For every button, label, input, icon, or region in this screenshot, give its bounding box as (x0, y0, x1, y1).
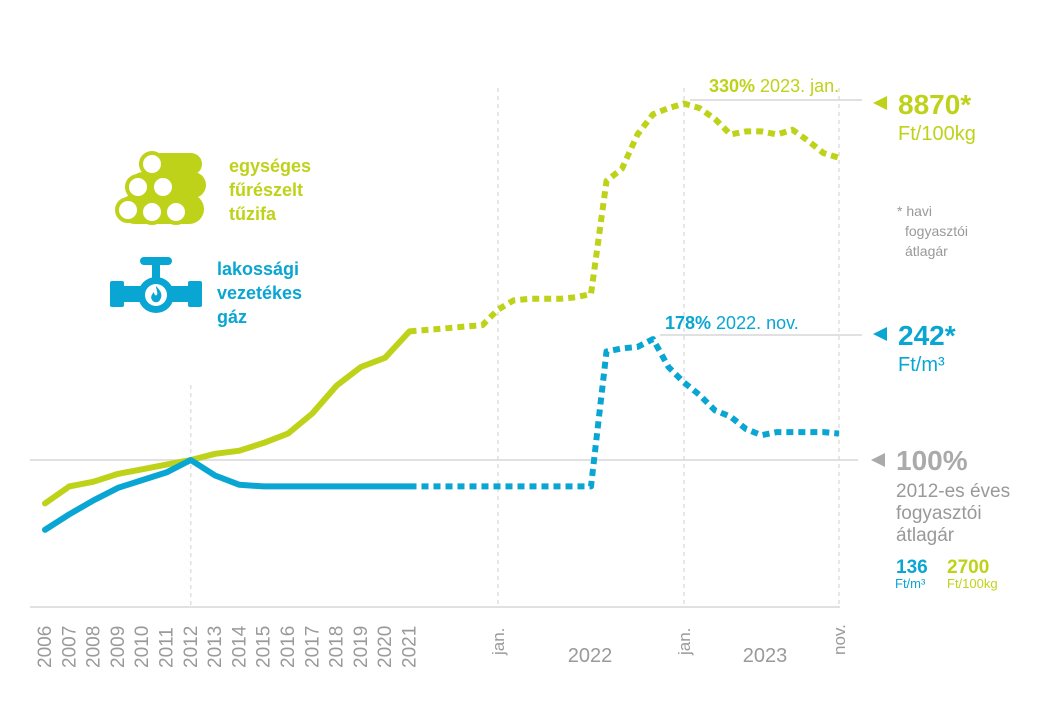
gas-latest-value: 242* (898, 320, 956, 351)
x-tick-month-1: jan. (675, 628, 694, 656)
x-tick-2019: 2019 (351, 626, 372, 668)
legend-gas-line-1: lakossági (217, 259, 299, 279)
x-tick-2009: 2009 (108, 626, 129, 668)
gas-latest-unit: Ft/m³ (898, 354, 945, 376)
wood-latest-value: 8870* (898, 89, 971, 120)
baseline-gas-price: 136 (896, 557, 928, 578)
wood-latest-unit: Ft/100kg (898, 123, 976, 145)
footnote-line-2: fogyasztói (905, 223, 968, 239)
x-period-2023: 2023 (743, 645, 788, 667)
gas-peak-date: 2022. nov. (716, 313, 799, 333)
x-tick-month-0: jan. (489, 628, 508, 656)
gas-peak-pct: 178% (665, 313, 711, 333)
baseline-gas-unit: Ft/m³ (895, 576, 926, 591)
baseline-value: 100% (896, 445, 968, 476)
x-tick-2010: 2010 (132, 626, 153, 668)
x-tick-2015: 2015 (254, 626, 275, 668)
series-layer (42, 100, 840, 533)
wood-monthly-line (409, 100, 840, 335)
x-tick-2013: 2013 (205, 626, 226, 668)
wood-peak-date: 2023. jan. (760, 76, 839, 96)
x-axis-labels: 2006 2007 2008 2009 2010 2011 2012 2013 2014 2015… (35, 624, 849, 668)
x-period-2022: 2022 (568, 645, 613, 667)
wood-annual-line (42, 328, 413, 507)
baseline-caption-line-1: 2012-es éves (896, 481, 1010, 502)
gas-annual-line (42, 457, 413, 533)
x-tick-2018: 2018 (327, 626, 348, 668)
x-tick-2021: 2021 (400, 626, 421, 668)
grid-lines (30, 88, 862, 608)
gas-pipe-valve-icon (110, 257, 202, 313)
baseline-pointer-arrow (871, 453, 885, 467)
gas-monthly-line (409, 336, 840, 490)
x-tick-2020: 2020 (375, 626, 396, 668)
x-tick-2006: 2006 (35, 626, 56, 668)
legend-gas-line-3: gáz (217, 307, 247, 327)
footnote-line-1: * havi (897, 203, 932, 219)
gas-pointer-arrow (873, 327, 887, 341)
baseline-wood-price: 2700 (947, 557, 989, 578)
x-tick-2016: 2016 (278, 626, 299, 668)
baseline-caption-line-2: fogyasztói (896, 503, 982, 524)
x-tick-2008: 2008 (84, 626, 105, 668)
wood-pointer-arrow (873, 96, 887, 110)
legend-gas-line-2: vezetékes (217, 283, 302, 303)
x-tick-month-2: nov. (830, 624, 849, 655)
gas-peak-label: 178% 2022. nov. (665, 313, 799, 333)
x-tick-2012: 2012 (181, 626, 202, 668)
legend-wood-line-2: fűrészelt (229, 180, 303, 200)
legend-wood-line-1: egységes (229, 156, 311, 176)
x-tick-2014: 2014 (229, 625, 250, 668)
baseline-caption-line-3: átlagár (896, 525, 955, 546)
x-tick-2017: 2017 (302, 626, 323, 668)
wood-peak-pct: 330% (709, 76, 755, 96)
legend-wood-line-3: tűzifa (229, 204, 277, 224)
x-tick-2011: 2011 (157, 627, 178, 668)
wood-peak-label: 330% 2023. jan. (709, 76, 839, 96)
footnote-line-3: átlagár (905, 243, 948, 259)
baseline-wood-unit: Ft/100kg (947, 576, 998, 591)
x-tick-2007: 2007 (59, 626, 80, 668)
firewood-logs-icon (115, 151, 206, 225)
